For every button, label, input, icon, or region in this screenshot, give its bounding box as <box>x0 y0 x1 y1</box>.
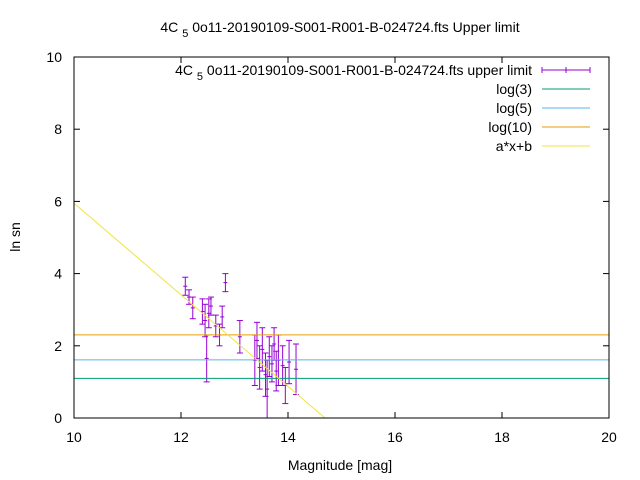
fit-line <box>74 202 326 418</box>
x-tick-label: 14 <box>280 429 296 445</box>
series-group <box>74 202 609 418</box>
plot-frame <box>73 56 610 419</box>
y-tick-label: 6 <box>54 193 62 209</box>
x-tick-label: 10 <box>66 429 82 445</box>
y-tick-label: 0 <box>54 410 62 426</box>
y-axis-label: ln sn <box>7 222 23 252</box>
legend: 4C 5 0o11-20190109-S001-R001-B-024724.ft… <box>175 62 591 154</box>
x-tick-label: 16 <box>387 429 403 445</box>
x-tick-label: 12 <box>173 429 189 445</box>
x-axis-label: Magnitude [mag] <box>288 457 392 473</box>
y-tick-label: 8 <box>54 121 62 137</box>
legend-label: log(5) <box>496 100 532 116</box>
legend-label: log(3) <box>496 81 532 97</box>
y-tick-label: 2 <box>54 338 62 354</box>
legend-label: 4C 5 0o11-20190109-S001-R001-B-024724.ft… <box>175 62 532 83</box>
x-tick-label: 20 <box>601 429 617 445</box>
x-tick-label: 18 <box>494 429 510 445</box>
legend-label: a*x+b <box>496 138 532 154</box>
y-tick-label: 10 <box>46 49 62 65</box>
legend-label: log(10) <box>488 119 532 135</box>
y-tick-label: 4 <box>54 266 62 282</box>
chart-title: 4C 5 0o11-20190109-S001-R001-B-024724.ft… <box>160 19 519 40</box>
plot-area: 10 12 14 16 18 20 0 2 4 6 8 10 <box>46 49 617 445</box>
